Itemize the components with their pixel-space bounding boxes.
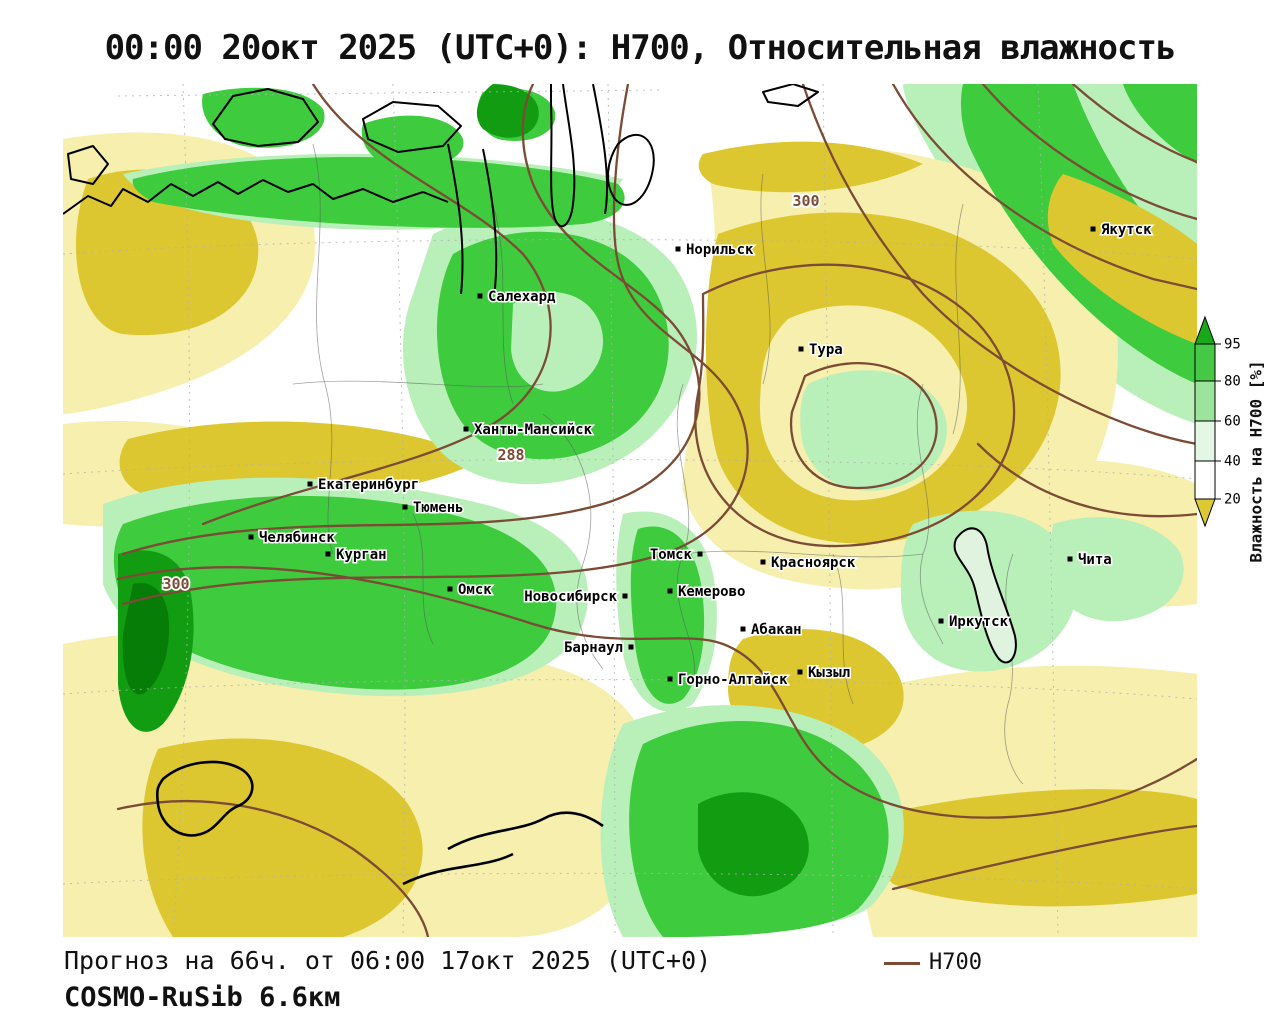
city-marker bbox=[667, 676, 673, 682]
city-label: Тюмень bbox=[413, 500, 464, 516]
city-label: Ханты-Мансийск bbox=[474, 422, 593, 438]
city-marker bbox=[697, 551, 703, 557]
colorbar-axis-label: Влажность на H700 [%] bbox=[1246, 360, 1266, 563]
colorbar-tick-label: 60 bbox=[1224, 414, 1241, 430]
city-marker bbox=[797, 669, 803, 675]
city-label: Салехард bbox=[488, 289, 556, 305]
city-marker bbox=[325, 551, 331, 557]
forecast-info: Прогноз на 66ч. от 06:00 17окт 2025 (UTC… bbox=[64, 946, 712, 975]
colorbar-tick-label: 40 bbox=[1224, 454, 1241, 470]
city-marker bbox=[667, 588, 673, 594]
legend-h700: H700 bbox=[884, 950, 982, 975]
city-marker bbox=[760, 559, 766, 565]
city-marker bbox=[307, 481, 313, 487]
city-label: Барнаул bbox=[564, 640, 623, 656]
colorbar-segment bbox=[1194, 380, 1216, 422]
colorbar-arrow-up bbox=[1194, 315, 1216, 345]
colorbar-tick-label: 20 bbox=[1224, 492, 1241, 508]
coastline-layer bbox=[63, 84, 1017, 886]
city-label: Якутск bbox=[1101, 222, 1152, 238]
city-marker bbox=[477, 293, 483, 299]
city-marker bbox=[628, 644, 634, 650]
contour-label-layer: 300 288 300 bbox=[161, 190, 822, 595]
city-label: Абакан bbox=[751, 622, 802, 638]
colorbar-arrow-down bbox=[1194, 498, 1216, 528]
city-marker bbox=[1090, 226, 1096, 232]
city-layer: Норильск Якутск Салехард Тура Ханты-Мансийск… bbox=[248, 221, 1154, 690]
city-label: Тура bbox=[809, 342, 843, 358]
city-label: Кызыл bbox=[808, 665, 850, 681]
colorbar-tick-label: 95 bbox=[1224, 337, 1241, 353]
city-label: Курган bbox=[336, 547, 387, 563]
city-marker bbox=[740, 626, 746, 632]
contour-height-label: 300 bbox=[162, 575, 189, 593]
city-marker bbox=[463, 426, 469, 432]
colorbar-tick-label: 80 bbox=[1224, 374, 1241, 390]
colorbar-segment bbox=[1194, 460, 1216, 500]
humidity-map: 300 288 300 Норильск Якутск Салехард Тура Хант… bbox=[63, 84, 1197, 937]
contour-height-label: 288 bbox=[497, 446, 524, 464]
city-label: Красноярск bbox=[771, 555, 856, 571]
contour-layer bbox=[116, 84, 1197, 937]
city-label: Екатеринбург bbox=[318, 477, 419, 493]
city-marker bbox=[447, 586, 453, 592]
h700-line-sample bbox=[884, 961, 920, 965]
city-label: Горно-Алтайск bbox=[678, 672, 788, 688]
city-marker bbox=[622, 593, 628, 599]
page-title: 00:00 20окт 2025 (UTC+0): H700, Относите… bbox=[104, 28, 1177, 68]
city-marker bbox=[402, 504, 408, 510]
city-label: Омск bbox=[458, 582, 492, 598]
city-label: Челябинск bbox=[259, 530, 335, 546]
city-marker bbox=[1067, 556, 1073, 562]
city-label: Иркутск bbox=[949, 614, 1009, 630]
humidity-colorbar: 95 80 60 40 20 bbox=[1194, 315, 1241, 528]
city-marker bbox=[248, 534, 254, 540]
city-marker bbox=[938, 618, 944, 624]
model-info: COSMO-RuSib 6.6км bbox=[64, 982, 341, 1013]
city-label: Томск bbox=[650, 547, 693, 563]
city-marker bbox=[675, 246, 681, 252]
city-label: Новосибирск bbox=[524, 589, 617, 605]
graticule-layer bbox=[63, 84, 1197, 937]
city-label: Кемерово bbox=[678, 584, 745, 600]
city-label: Чита bbox=[1078, 552, 1112, 568]
colorbar-segment bbox=[1194, 343, 1216, 382]
city-label: Норильск bbox=[686, 242, 754, 258]
admin-boundary-layer bbox=[292, 143, 1024, 785]
city-marker bbox=[798, 346, 804, 352]
colorbar-segment bbox=[1194, 420, 1216, 462]
legend-label: H700 bbox=[929, 950, 982, 975]
contour-height-label: 300 bbox=[792, 192, 819, 210]
